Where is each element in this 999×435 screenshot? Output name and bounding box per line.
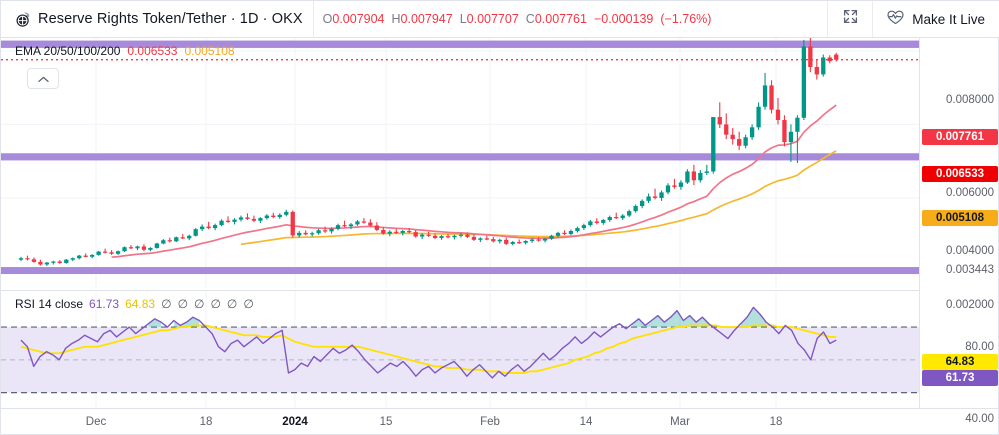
rsi-empty-2: ∅ [194,297,205,311]
price-tick-3: 0.003443 [946,264,994,276]
reserve-rights-logo-icon [15,11,32,28]
ohlc-open-value: 0.007904 [332,12,385,26]
chart-header: Reserve Rights Token/Tether · 1D · OKX O… [1,0,999,38]
time-tick-1: 18 [199,416,213,428]
time-tick-7: 18 [769,416,783,428]
price-axis[interactable]: 0.008000 0.007761 0.006533 0.006000 0.00… [919,38,999,425]
price-pane[interactable]: EMA 20/50/100/200 0.006533 0.005108 [1,38,919,288]
fullscreen-expand-icon [842,8,859,30]
price-tick-1: 0.006000 [946,187,994,199]
rsi-empty-4: ∅ [226,297,238,311]
ema-red-badge: 0.006533 [922,166,998,182]
ema-orange-badge: 0.005108 [922,210,998,226]
ema-value-red: 0.006533 [127,44,178,58]
rsi-empty-3: ∅ [210,297,221,311]
ohlc-low-value: 0.007707 [466,12,519,26]
ohlc-open-label: O [322,12,333,26]
ohlc-close-label: C [525,12,535,26]
chevron-up-icon [37,70,49,88]
ohlc-low: L 0.007707 [460,12,519,26]
rsi-ma-badge: 64.83 [922,354,998,370]
rsi-plot[interactable] [1,291,919,409]
ohlc-close-value: 0.007761 [534,12,587,26]
price-tick-4: 0.002000 [946,299,994,311]
ohlc-low-label: L [459,12,467,26]
symbol-block[interactable]: Reserve Rights Token/Tether · 1D · OKX [1,0,314,38]
ohlc-close: C 0.007761 [526,12,587,26]
collapse-pane-button[interactable] [27,68,59,89]
ema-legend-label: EMA 20/50/100/200 [15,44,121,58]
price-legend[interactable]: EMA 20/50/100/200 0.006533 0.005108 [15,44,235,58]
rsi-legend-label: RSI 14 close [15,297,84,311]
rsi-legend[interactable]: RSI 14 close 61.73 64.83 ∅ ∅ ∅ ∅ ∅ ∅ [15,297,254,311]
price-change-percent: (−1.76%) [660,12,712,26]
ohlc-values: O 0.007904 H 0.007947 L 0.007707 C 0.007761 … [314,12,712,26]
time-tick-2: 2024 [282,416,308,428]
price-tick-2: 0.004000 [946,245,994,257]
rsi-empty-1: ∅ [177,297,189,311]
chart-area: EMA 20/50/100/200 0.006533 0.005108 RSI … [1,38,999,435]
rsi-value-badge: 61.73 [922,370,998,386]
ohlc-high-value: 0.007947 [400,12,453,26]
fullscreen-button[interactable] [827,1,872,37]
price-tick-0: 0.008000 [946,94,994,106]
price-plot[interactable] [1,38,919,288]
time-tick-5: 14 [579,416,593,428]
rsi-tick-0: 80.00 [965,341,994,353]
time-tick-6: Mar [670,416,690,428]
rsi-value: 61.73 [89,297,120,311]
rsi-ma-value: 64.83 [125,297,156,311]
heart-pulse-icon [886,9,905,29]
price-change: −0.000139 [593,12,654,26]
ema-value-orange: 0.005108 [184,44,235,58]
time-tick-3: 15 [379,416,393,428]
ohlc-open: O 0.007904 [323,12,385,26]
symbol-title: Reserve Rights Token/Tether · 1D · OKX [38,11,303,27]
rsi-tick-1: 40.00 [965,413,994,425]
make-it-live-label: Make It Live [912,11,985,27]
last-price-badge: 0.007761 [922,129,998,145]
rsi-empty-0: ∅ [161,297,172,311]
header-actions: Make It Live [827,1,999,38]
rsi-pane[interactable]: RSI 14 close 61.73 64.83 ∅ ∅ ∅ ∅ ∅ ∅ [1,290,919,409]
make-it-live-button[interactable]: Make It Live [872,1,999,37]
time-axis[interactable]: Dec 18 2024 15 Feb 14 Mar 18 [1,408,999,435]
time-tick-0: Dec [85,416,107,428]
ohlc-high: H 0.007947 [392,12,453,26]
ohlc-high-label: H [391,12,401,26]
rsi-empty-5: ∅ [243,297,254,311]
time-tick-4: Feb [480,416,500,428]
